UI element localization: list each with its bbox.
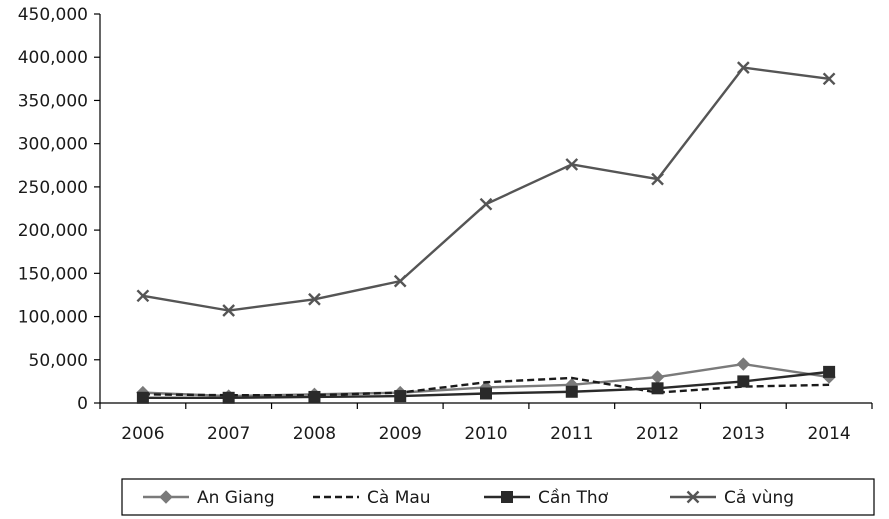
data-point-can-tho	[222, 391, 235, 404]
x-tick-label: 2011	[550, 424, 593, 444]
data-point-ca-vung	[222, 304, 236, 317]
y-tick-label: 350,000	[18, 91, 88, 111]
data-point-can-tho	[308, 390, 321, 403]
data-point-ca-vung	[479, 197, 493, 211]
x-tick-label: 2012	[636, 424, 679, 444]
point-stroke	[222, 304, 236, 317]
x-tick-label: 2007	[207, 424, 250, 444]
chart-legend: An Giang Cà Mau Cần Thơ Cả vùng	[121, 478, 875, 516]
data-point-ca-vung	[136, 289, 150, 303]
y-tick-label: 0	[77, 394, 88, 414]
legend-swatch-marker	[686, 490, 700, 504]
y-tick-label: 150,000	[18, 264, 88, 284]
legend-swatch-marker	[501, 491, 513, 503]
point-stroke	[136, 289, 150, 303]
point-stroke	[393, 274, 407, 288]
point-stroke	[822, 72, 836, 86]
point-stroke	[565, 158, 579, 171]
series-line-ca-vung	[142, 66, 830, 312]
legend-label: Cần Thơ	[538, 487, 609, 508]
x-tick-label: 2008	[293, 424, 336, 444]
point-stroke	[479, 197, 493, 211]
legend-entry: An Giang	[143, 488, 275, 508]
x-tick-label: 2010	[464, 424, 507, 444]
data-point-an-giang	[650, 370, 665, 384]
data-point-can-tho	[823, 365, 836, 378]
point-stroke	[651, 172, 664, 186]
y-tick-label: 50,000	[29, 351, 88, 371]
series-line-ca-mau	[142, 376, 830, 397]
y-tick-label: 250,000	[18, 178, 88, 198]
data-point-ca-vung	[308, 292, 321, 306]
y-tick-label: 300,000	[18, 135, 88, 155]
y-tick-label: 400,000	[18, 48, 88, 68]
y-tick-label: 100,000	[18, 308, 88, 328]
data-point-ca-vung	[736, 61, 750, 74]
data-point-ca-vung	[651, 172, 664, 186]
x-tick-label: 2006	[121, 424, 164, 444]
y-tick-label: 200,000	[18, 221, 88, 241]
point-stroke	[686, 490, 700, 504]
data-point-ca-vung	[393, 274, 407, 288]
x-tick-label: 2014	[807, 424, 850, 444]
series-ca-mau	[142, 376, 830, 397]
data-point-can-tho	[565, 385, 578, 398]
legend-label: An Giang	[197, 488, 275, 508]
data-point-can-tho	[136, 391, 149, 404]
data-point-can-tho	[737, 375, 750, 388]
legend-swatch-marker	[159, 490, 173, 504]
legend-entry: Cà Mau	[313, 488, 431, 508]
data-point-can-tho	[394, 390, 407, 403]
data-point-an-giang	[736, 357, 751, 371]
data-point-ca-vung	[565, 158, 579, 171]
chart-axes: 0 50,000 100,000 150,000 200,000 250,000 300,0…	[18, 5, 873, 444]
series-can-tho	[136, 365, 836, 404]
point-stroke	[736, 61, 750, 74]
data-point-can-tho	[480, 387, 492, 400]
data-point-can-tho	[651, 382, 664, 395]
x-tick-label: 2013	[722, 424, 765, 444]
x-tick-label: 2009	[379, 424, 422, 444]
legend-label: Cà Mau	[367, 488, 431, 508]
legend-label: Cả vùng	[724, 488, 794, 508]
legend-entry: Cần Thơ	[484, 487, 609, 508]
point-stroke	[308, 292, 321, 306]
legend-entry: Cả vùng	[670, 488, 794, 508]
chart-plot-area	[136, 61, 836, 404]
y-tick-label: 450,000	[18, 5, 88, 25]
series-ca-vung	[136, 61, 836, 317]
data-point-ca-vung	[822, 72, 836, 86]
